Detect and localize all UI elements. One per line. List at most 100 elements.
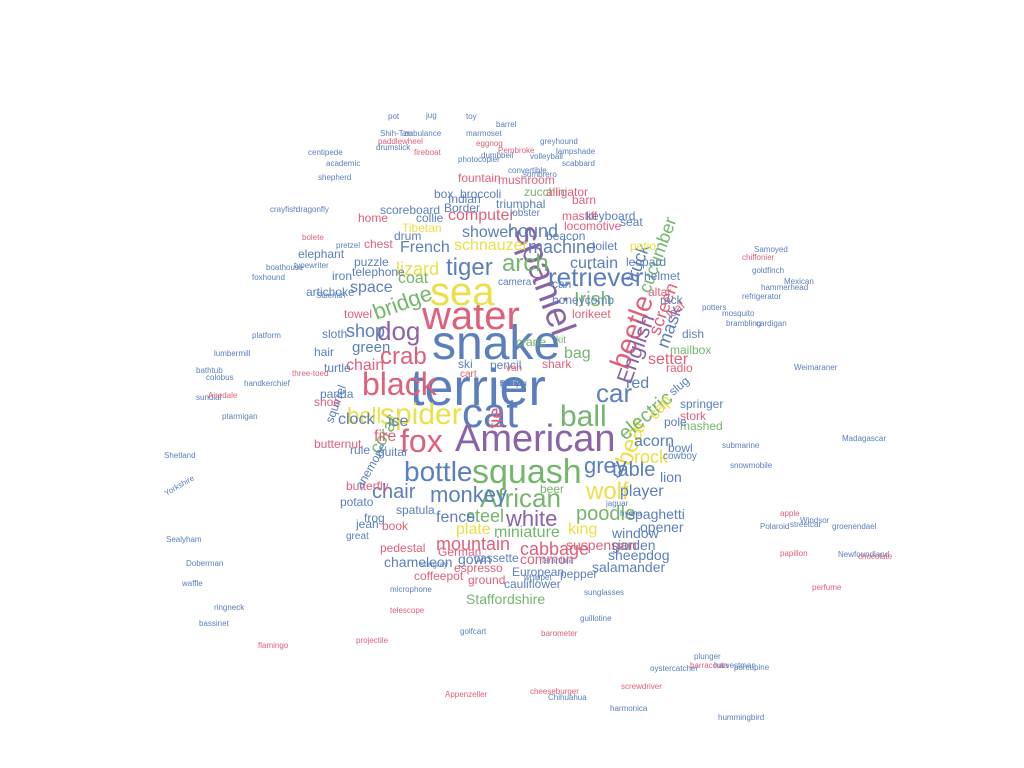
cloud-word: Irish: [574, 289, 612, 311]
cloud-word: king: [568, 521, 598, 538]
cloud-word: barometer: [541, 629, 578, 638]
cloud-word: white: [506, 506, 558, 531]
cloud-word: Polaroid: [760, 522, 790, 531]
cloud-word: honeycomb: [552, 293, 615, 307]
cloud-word: fountain: [458, 171, 501, 185]
cloud-word: eggnog: [476, 139, 503, 148]
cloud-word: cassette: [474, 551, 519, 565]
cloud-word: triumphal: [496, 197, 546, 211]
cloud-word: alligator: [546, 185, 589, 199]
cloud-word: poodle: [576, 503, 637, 525]
cloud-word: radio: [666, 361, 693, 375]
cloud-word: harmonica: [610, 704, 648, 713]
cloud-word: Staffordshire: [466, 591, 546, 607]
cloud-word: red: [626, 375, 650, 392]
cloud-word: mastiff: [562, 209, 598, 223]
cloud-word: setter: [648, 351, 689, 368]
cloud-word: apple: [780, 509, 800, 518]
cloud-word: coat: [398, 270, 429, 287]
cloud-word: miniature: [494, 524, 560, 541]
cloud-word: bottle: [404, 456, 473, 487]
cloud-word: zucchini: [524, 185, 568, 199]
cloud-word: home: [358, 211, 389, 225]
cloud-word: altar: [648, 285, 672, 299]
cloud-word: suspension: [566, 537, 637, 553]
cloud-word: plunger: [694, 652, 721, 661]
cloud-word: great: [346, 531, 369, 542]
cloud-word: papillon: [780, 549, 808, 558]
cloud-word: baboon: [500, 379, 527, 388]
cloud-word: bassinet: [199, 619, 229, 628]
cloud-word: guitar: [378, 445, 409, 459]
cloud-word: bathtub: [196, 366, 223, 375]
cloud-word: pencil: [490, 358, 522, 372]
cloud-word: bell: [347, 403, 382, 428]
cloud-word: waffle: [182, 579, 203, 588]
cloud-word: Windsor: [800, 516, 830, 525]
cloud-word: springer: [680, 397, 724, 411]
cloud-word: seat: [620, 215, 643, 229]
cloud-word: hair: [314, 345, 335, 359]
cloud-word: bag: [564, 345, 591, 362]
cloud-word: wolf: [586, 478, 629, 505]
cloud-word: Shetland: [164, 451, 196, 460]
cloud-word: arch: [502, 250, 549, 277]
cloud-word: wallaby: [500, 379, 527, 388]
cloud-word: common: [520, 551, 574, 567]
cloud-word: lion: [660, 469, 682, 485]
cloud-word: window: [612, 525, 659, 541]
cloud-word: mushroom: [498, 173, 555, 187]
cloud-word: golfcart: [460, 627, 487, 636]
cloud-word: cat: [462, 389, 519, 436]
cloud-word: tarantula: [542, 556, 574, 565]
cloud-word: keyboard: [586, 209, 636, 223]
cloud-word: jug: [426, 111, 437, 120]
cloud-word: screwdriver: [621, 682, 662, 691]
cloud-word: flamingo: [258, 641, 289, 650]
cloud-word: drum: [394, 229, 422, 243]
cloud-word: rack: [660, 293, 683, 307]
cloud-word: kit: [556, 335, 566, 346]
cloud-word: water: [422, 294, 520, 338]
cloud-word: computer: [448, 207, 515, 224]
cloud-word: typewriter: [294, 261, 329, 270]
cloud-word: Pembroke: [498, 146, 535, 155]
cloud-word: Appenzeller: [445, 690, 488, 699]
cloud-word: espresso: [454, 561, 503, 575]
cloud-word: Mexican: [784, 277, 814, 286]
cloud-word: steel: [466, 506, 505, 526]
cloud-word: cheeseburger: [530, 687, 579, 696]
cloud-word: sunglasses: [584, 588, 625, 597]
cloud-word: green: [352, 339, 391, 356]
cloud-word: colobus: [206, 373, 234, 382]
cloud-word: bowl: [668, 441, 693, 455]
cloud-word: Yorkshire: [162, 473, 196, 498]
cloud-word: opener: [640, 519, 684, 535]
cloud-word: streetcar: [790, 520, 822, 529]
cloud-word: goldfinch: [752, 266, 785, 275]
cloud-word: academic: [326, 159, 361, 168]
cloud-word: projectile: [356, 636, 389, 645]
cloud-word: toilet: [592, 239, 618, 253]
cloud-word: Chihuahua: [548, 693, 587, 702]
cloud-word: camera: [498, 277, 532, 288]
cloud-word: car: [596, 378, 633, 408]
cloud-word: guillotine: [580, 614, 612, 623]
cloud-word: terrier: [410, 359, 546, 417]
cloud-word: pretzel: [336, 241, 361, 250]
cloud-word: can: [552, 277, 572, 291]
cloud-word: photocopier: [458, 155, 500, 164]
cloud-word: telephone: [352, 265, 405, 279]
cloud-word: chocolate: [858, 552, 893, 561]
cloud-word: patio: [630, 239, 657, 253]
cloud-word: sea: [430, 270, 495, 314]
cloud-word: mashed: [680, 419, 723, 433]
cloud-word: Border: [444, 201, 481, 215]
cloud-word: fence: [436, 509, 476, 526]
cloud-word: Shih-Tzu: [380, 129, 413, 138]
cloud-word: shark: [542, 357, 572, 371]
cloud-word: handkerchief: [244, 379, 290, 388]
cloud-word: refrigerator: [742, 292, 782, 301]
cloud-word: Newfoundland: [838, 550, 890, 559]
cloud-word: marmoset: [466, 129, 502, 138]
